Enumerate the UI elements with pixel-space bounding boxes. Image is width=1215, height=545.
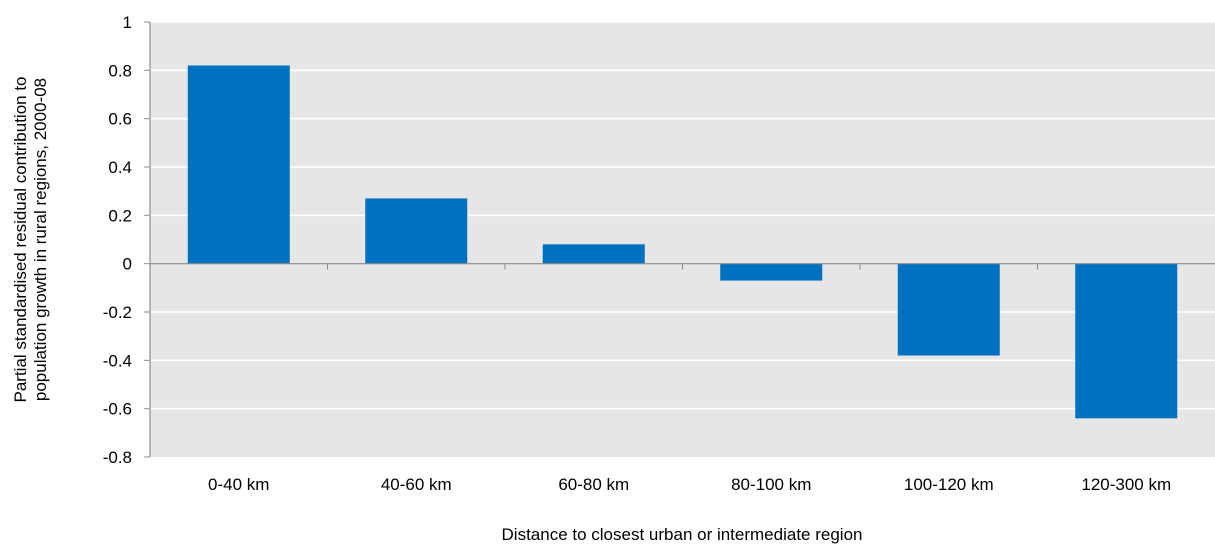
x-tick-label: 40-60 km bbox=[381, 475, 452, 494]
x-tick-label: 120-300 km bbox=[1081, 475, 1171, 494]
y-tick-label: 0.4 bbox=[108, 158, 132, 177]
bars bbox=[187, 65, 1178, 419]
y-tick-labels: 1 0.8 0.6 0.4 0.2 0 -0.2 -0.4 -0.6 -0.8 bbox=[103, 13, 132, 467]
x-tick-labels: 0-40 km 40-60 km 60-80 km 80-100 km 100-120 … bbox=[208, 475, 1171, 494]
bar bbox=[1075, 263, 1178, 419]
x-axis-title: Distance to closest urban or intermediat… bbox=[502, 525, 863, 544]
x-tick-label: 80-100 km bbox=[731, 475, 811, 494]
gridlines bbox=[150, 21, 1215, 410]
y-tick-label: 0.8 bbox=[108, 61, 132, 80]
x-tick-label: 0-40 km bbox=[208, 475, 269, 494]
plot-area bbox=[150, 22, 1215, 457]
x-tick-label: 60-80 km bbox=[558, 475, 629, 494]
y-tick-label: 1 bbox=[123, 13, 132, 32]
y-tick-label: 0 bbox=[123, 255, 132, 274]
y-tick-label: -0.4 bbox=[103, 351, 132, 370]
y-tick-label: -0.2 bbox=[103, 303, 132, 322]
y-tick-label: -0.6 bbox=[103, 400, 132, 419]
bar bbox=[720, 263, 823, 281]
axes bbox=[144, 21, 1215, 458]
y-axis-title-line-1: Partial standardised residual contributi… bbox=[11, 76, 30, 402]
y-tick-label: -0.8 bbox=[103, 448, 132, 467]
y-axis-title-line-2: population growth in rural regions, 2000… bbox=[31, 78, 50, 401]
y-tick-label: 0.2 bbox=[108, 206, 132, 225]
x-tick-label: 100-120 km bbox=[904, 475, 994, 494]
y-tick-label: 0.6 bbox=[108, 110, 132, 129]
bar bbox=[187, 65, 290, 264]
bar bbox=[365, 198, 468, 264]
bar bbox=[542, 244, 645, 264]
bar bbox=[897, 263, 1000, 356]
